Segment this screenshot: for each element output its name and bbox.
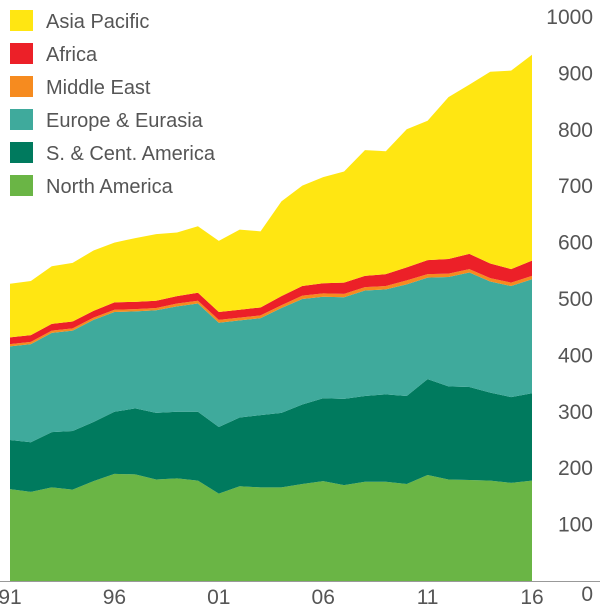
area-middle-east	[10, 269, 532, 347]
legend-swatch-africa	[10, 43, 33, 64]
legend-label-europe-and-eurasia: Europe & Eurasia	[46, 110, 204, 132]
area-north-america	[10, 473, 532, 581]
x-tick-label: 01	[207, 586, 230, 609]
legend-label-north-america: North America	[46, 176, 174, 198]
legend-label-middle-east: Middle East	[46, 77, 151, 99]
area-africa	[10, 253, 532, 345]
legend-swatch-europe-and-eurasia	[10, 109, 33, 130]
y-tick-label: 400	[558, 344, 593, 367]
y-tick-label: 0	[581, 583, 593, 606]
x-tick-label: 06	[312, 586, 335, 609]
y-tick-label: 200	[558, 457, 593, 480]
area-asia-pacific	[10, 54, 532, 338]
legend-label-s-and-cent-america: S. & Cent. America	[46, 143, 216, 165]
legend-label-africa: Africa	[46, 44, 98, 66]
y-tick-label: 600	[558, 232, 593, 255]
y-tick-label: 500	[558, 288, 593, 311]
area-europe-and-eurasia	[10, 272, 532, 443]
y-tick-label: 700	[558, 175, 593, 198]
x-tick-label: 11	[417, 586, 439, 609]
y-tick-label: 1000	[546, 6, 593, 29]
area-layer	[10, 54, 532, 581]
area-s-and-cent-america	[10, 379, 532, 494]
legend-swatch-middle-east	[10, 76, 33, 97]
legend-swatch-s-and-cent-america	[10, 142, 33, 163]
legend-swatch-asia-pacific	[10, 10, 33, 31]
x-tick-label: 16	[520, 586, 543, 609]
x-axis-ticks: 91 96 01 06 11 16	[0, 586, 544, 609]
y-tick-label: 300	[558, 401, 593, 424]
y-tick-label: 900	[558, 62, 593, 85]
legend-label-asia-pacific: Asia Pacific	[46, 11, 149, 33]
x-tick-label: 96	[103, 586, 126, 609]
y-tick-label: 100	[558, 514, 593, 537]
legend-swatch-north-america	[10, 175, 33, 196]
y-tick-label: 800	[558, 119, 593, 142]
y-axis-ticks: 0 100 200 300 400 500 600 700 800 900 1000	[546, 6, 593, 606]
x-tick-label: 91	[0, 586, 22, 609]
legend: Asia Pacific Africa Middle East Europe & Eu…	[10, 10, 216, 198]
